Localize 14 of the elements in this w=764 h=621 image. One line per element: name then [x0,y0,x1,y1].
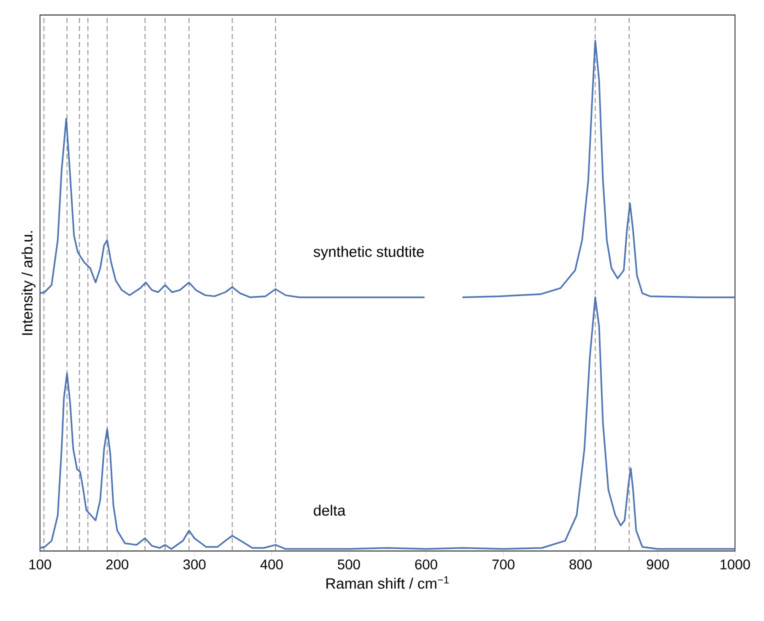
x-tick-label: 800 [570,560,592,570]
x-tick-label: 1000 [720,560,750,570]
y-axis-title: Intensity / arb.u. [22,231,36,335]
x-tick-label: 700 [492,560,514,570]
x-axis-title: Raman shift / cm$^{−1}$ [326,576,449,589]
x-tick-label: 300 [183,560,206,570]
x-tick-label: 900 [646,560,669,570]
x-tick-label: 100 [29,560,52,570]
x-tick-label: 600 [415,560,438,570]
x-tick-label: 500 [338,560,360,570]
text: delta [314,504,346,516]
x-tick-label: 400 [260,560,283,570]
x-tick-label: 200 [106,560,128,570]
text: synthetic studtite [314,246,424,260]
